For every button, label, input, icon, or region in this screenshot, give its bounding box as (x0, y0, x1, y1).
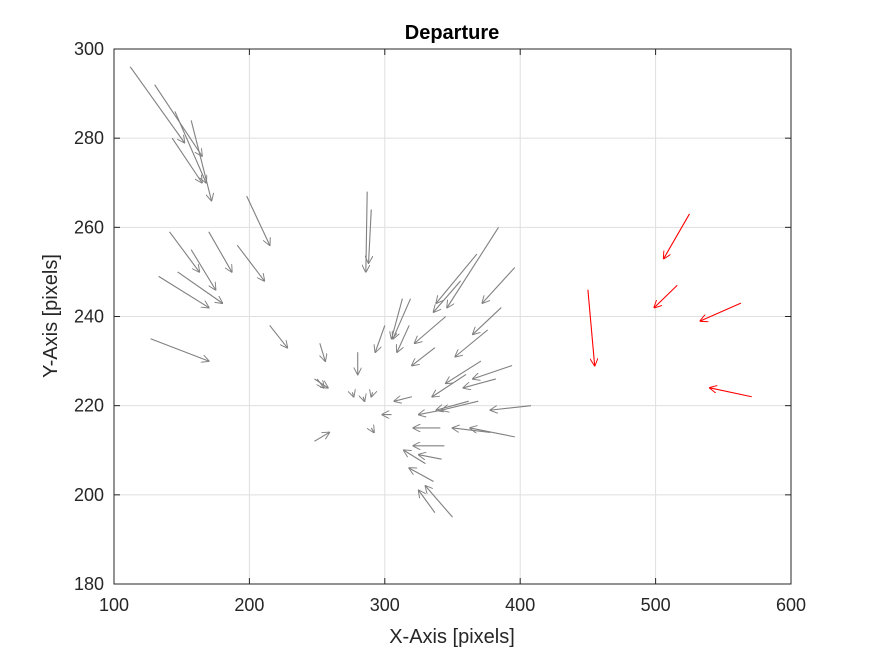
arrow-gray-55 (419, 490, 436, 513)
arrow-gray-52 (419, 455, 442, 459)
arrow-gray-41 (463, 378, 496, 388)
arrow-gray-43 (490, 405, 532, 410)
tick-labels: 100 200 300 400 500 600 180 200 220 240 260 280 300 (74, 39, 806, 615)
arrow-gray-46 (419, 410, 442, 414)
arrow-gray-53 (409, 468, 434, 482)
x-tick-label: 500 (641, 595, 671, 615)
arrow-red-2 (700, 302, 742, 321)
arrow-gray-28 (375, 325, 386, 352)
x-tick-label: 600 (776, 595, 806, 615)
arrow-gray-45 (442, 400, 479, 410)
arrow-gray-16 (319, 343, 325, 361)
arrow-gray-24 (371, 428, 374, 432)
x-axis-label: X-Axis [pixels] (389, 626, 515, 648)
arrow-gray-39 (446, 360, 482, 383)
y-tick-label: 300 (74, 39, 104, 59)
arrow-gray-48 (453, 428, 491, 433)
arrow-gray-42 (394, 397, 413, 401)
y-tick-label: 220 (74, 396, 104, 416)
arrow-gray-22 (371, 392, 372, 396)
arrow-gray-51 (404, 450, 426, 465)
arrow-gray-32 (434, 280, 462, 312)
arrow-gray-8 (169, 231, 200, 272)
arrow-gray-10 (208, 231, 232, 272)
arrow-gray-21 (363, 397, 364, 401)
arrow-gray-33 (482, 267, 516, 303)
arrow-gray-15 (150, 338, 209, 361)
y-axis-label: Y-Axis [pixels] (40, 254, 62, 378)
arrow-gray-9 (190, 249, 215, 290)
x-tick-label: 400 (505, 595, 535, 615)
arrow-gray-40 (432, 373, 467, 396)
x-tick-label: 200 (234, 595, 264, 615)
x-tick-label: 100 (99, 595, 129, 615)
arrow-gray-11 (236, 244, 264, 281)
axes (113, 48, 792, 585)
arrow-gray-5 (246, 195, 270, 245)
arrow-gray-3 (190, 120, 211, 200)
arrow-gray-27 (392, 298, 403, 339)
grid (113, 48, 792, 585)
arrow-gray-13 (177, 271, 223, 303)
y-tick-label: 200 (74, 485, 104, 505)
arrow-gray-54 (425, 486, 453, 518)
arrow-gray-37 (412, 347, 436, 366)
arrow-gray-29 (397, 325, 410, 352)
arrow-gray-35 (473, 307, 502, 335)
y-tick-label: 240 (74, 307, 104, 327)
arrow-gray-19 (317, 378, 324, 388)
arrow-red-3 (587, 289, 595, 366)
y-tick-label: 260 (74, 217, 104, 237)
arrow-gray-7 (369, 209, 372, 264)
arrow-gray-12 (158, 275, 209, 307)
y-tick-label: 180 (74, 574, 104, 594)
arrow-gray-2 (174, 111, 206, 182)
arrow-red-1 (654, 284, 678, 307)
arrow-gray-47 (470, 428, 515, 438)
arrow-gray-34 (415, 316, 447, 344)
arrow-gray-38 (473, 365, 513, 379)
x-tick-label: 300 (370, 595, 400, 615)
arrow-gray-14 (269, 325, 288, 347)
arrow-gray-30 (447, 227, 499, 307)
arrow-gray-20 (352, 392, 353, 396)
arrow-red-4 (710, 388, 752, 398)
arrow-gray-23 (314, 432, 329, 442)
arrow-gray-4 (171, 137, 202, 183)
arrow-red-0 (664, 213, 690, 259)
arrow-gray-31 (436, 253, 478, 303)
chart-title: Departure (405, 22, 499, 44)
y-tick-label: 280 (74, 128, 104, 148)
arrow-gray-36 (455, 329, 489, 357)
arrow-gray-0 (129, 66, 184, 143)
arrows (129, 66, 752, 518)
